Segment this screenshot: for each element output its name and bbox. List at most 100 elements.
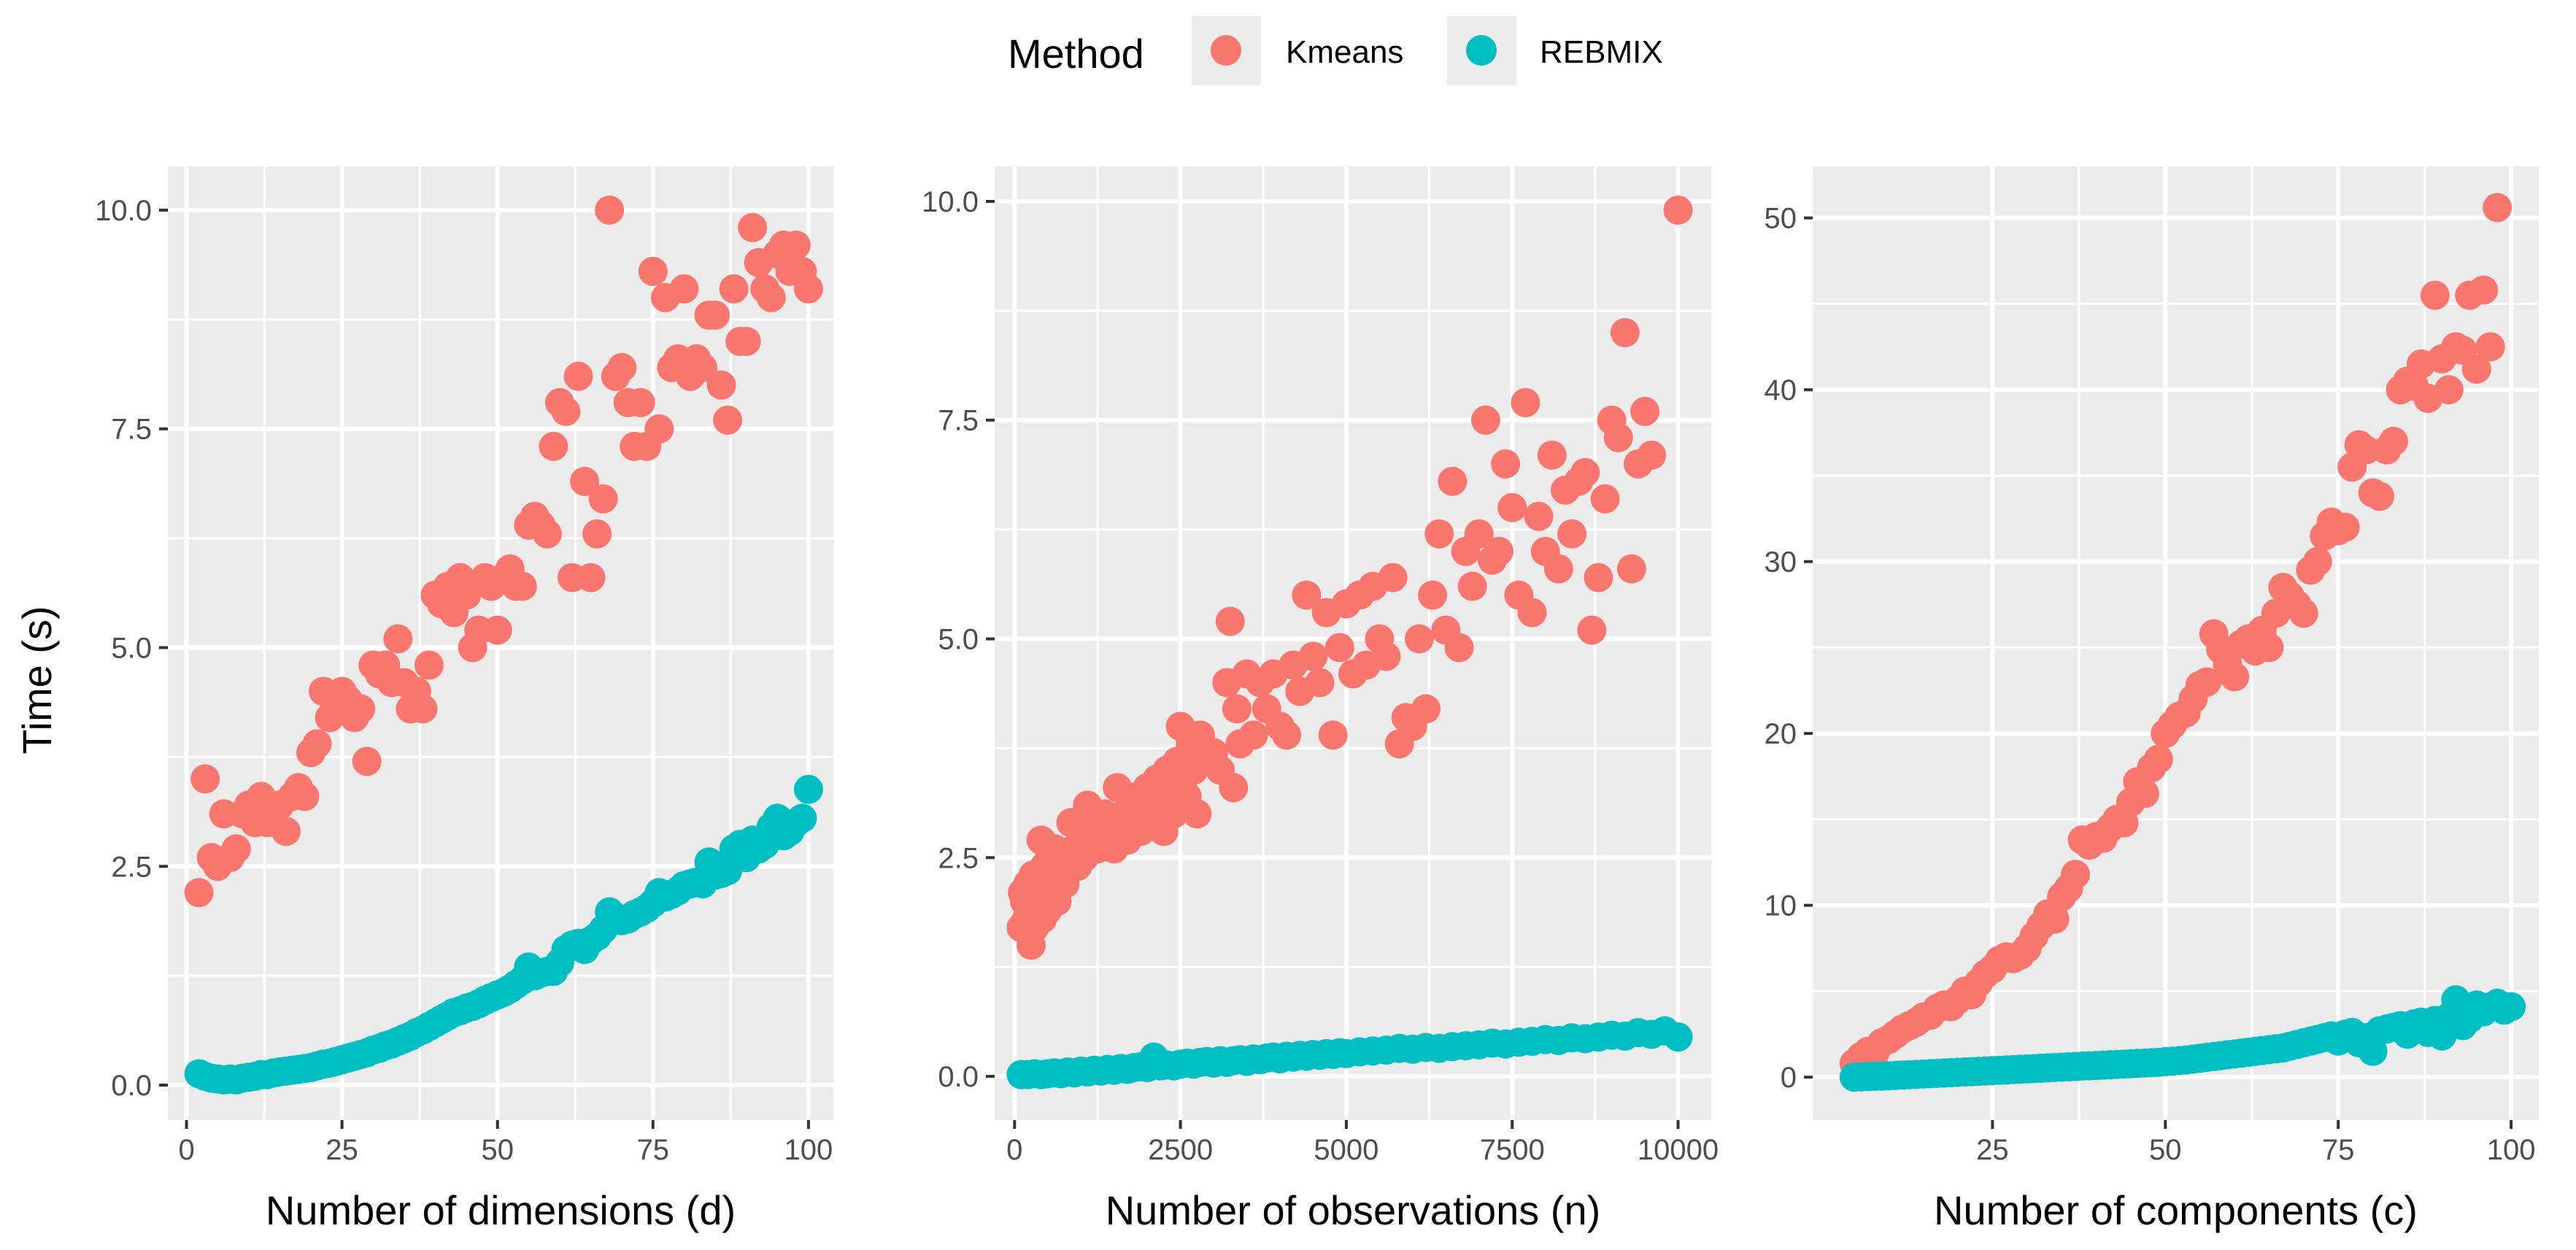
data-point-kmeans [1590,484,1620,514]
y-tick-label: 50 [1765,203,1797,235]
y-tick-label: 10.0 [95,195,152,227]
data-point-kmeans [1292,580,1322,610]
data-point-kmeans [1584,563,1613,593]
data-point-kmeans [1524,501,1554,531]
data-point-kmeans [1182,799,1212,829]
data-point-kmeans [1298,641,1328,671]
panel-background [1813,166,2539,1120]
series-rebmix [1006,1016,1693,1089]
data-point-kmeans [738,212,768,242]
panel-dimensions: 0 25 50 75 100 0.0 2.5 5.0 7.5 10.0 Number of dime… [95,166,833,1233]
data-point-kmeans [1324,633,1354,663]
data-point-kmeans [1215,606,1245,636]
data-point-kmeans [1616,554,1646,584]
legend-title: Method [1008,31,1144,77]
x-axis-title: Number of components (c) [1934,1187,2418,1233]
data-point-kmeans [1517,598,1547,628]
legend: Method Kmeans REBMIX [1008,16,1663,85]
y-tick-label: 10 [1765,890,1797,922]
data-point-kmeans [482,615,512,645]
data-point-kmeans [2220,662,2250,692]
panel-components: 25 50 75 100 0 10 20 30 40 50 Number of components… [1765,166,2539,1233]
data-point-kmeans [2469,275,2499,305]
data-point-kmeans [1663,195,1693,225]
data-point-kmeans [2351,435,2381,465]
data-point-kmeans [346,694,376,724]
data-point-rebmix [787,803,817,833]
y-tick-label: 0.0 [938,1061,979,1093]
data-point-kmeans [1464,519,1494,549]
legend-rebmix-marker [1466,35,1497,66]
data-point-rebmix [2496,992,2526,1022]
x-tick-label: 0 [1006,1134,1022,1166]
data-point-kmeans [1378,563,1408,593]
data-point-kmeans [2461,354,2491,384]
legend-label-kmeans: Kmeans [1286,34,1403,70]
data-point-kmeans [1470,405,1500,435]
y-tick-label: 10.0 [922,186,979,218]
data-point-kmeans [221,834,251,864]
data-point-kmeans [2302,547,2332,576]
data-point-kmeans [2379,426,2408,456]
data-point-kmeans [2475,332,2505,362]
data-point-kmeans [184,878,214,908]
data-point-kmeans [1637,440,1667,470]
data-point-kmeans [2254,633,2284,663]
data-point-kmeans [383,624,413,654]
data-point-kmeans [2192,667,2222,697]
data-point-kmeans [595,195,625,225]
y-tick-label: 20 [1765,718,1797,750]
series-kmeans [1006,195,1693,960]
data-point-kmeans [1543,554,1573,584]
data-point-kmeans [2330,512,2360,542]
data-point-kmeans [1371,641,1401,671]
data-point-kmeans [1557,519,1587,549]
data-point-kmeans [731,326,761,356]
x-tick-label: 2500 [1148,1134,1213,1166]
data-point-kmeans [781,230,811,260]
data-point-kmeans [1577,615,1607,645]
y-tick-label: 2.5 [111,851,152,883]
data-point-kmeans [793,274,823,304]
x-tick-label: 0 [178,1134,194,1166]
data-point-kmeans [1418,580,1448,610]
data-point-kmeans [719,274,749,304]
data-point-kmeans [625,387,655,417]
data-point-kmeans [551,396,581,426]
y-tick-label: 7.5 [938,405,979,437]
data-point-kmeans [1491,449,1521,479]
y-tick-label: 30 [1765,547,1797,579]
data-point-kmeans [302,729,332,759]
data-point-kmeans [1305,668,1335,698]
data-point-kmeans [706,370,736,400]
data-point-kmeans [408,694,438,724]
y-tick-label: 5.0 [111,632,152,664]
data-point-kmeans [1570,458,1600,487]
data-point-kmeans [1603,423,1633,452]
series-kmeans [184,195,823,908]
x-tick-label: 100 [784,1134,833,1166]
x-tick-label: 10000 [1638,1134,1719,1166]
x-tick-label: 75 [2322,1134,2355,1166]
data-point-kmeans [582,519,612,549]
data-point-kmeans [1438,466,1468,496]
x-tick-label: 50 [2149,1134,2182,1166]
data-point-kmeans [2129,779,2159,809]
data-point-kmeans [352,746,382,776]
data-point-kmeans [1238,720,1268,750]
data-point-kmeans [1424,519,1454,549]
data-point-kmeans [532,519,562,549]
data-point-kmeans [570,466,600,496]
data-point-kmeans [2288,598,2318,628]
y-tick-label: 2.5 [938,842,979,874]
x-axis-title: Number of dimensions (d) [266,1187,736,1233]
data-point-rebmix [1663,1022,1693,1052]
y-tick-label: 7.5 [111,414,152,446]
data-point-kmeans [190,764,220,794]
data-point-kmeans [1630,396,1660,426]
y-tick-label: 40 [1765,374,1797,406]
y-tick-label: 0 [1781,1062,1797,1094]
data-point-kmeans [290,782,320,811]
data-point-kmeans [638,256,668,286]
